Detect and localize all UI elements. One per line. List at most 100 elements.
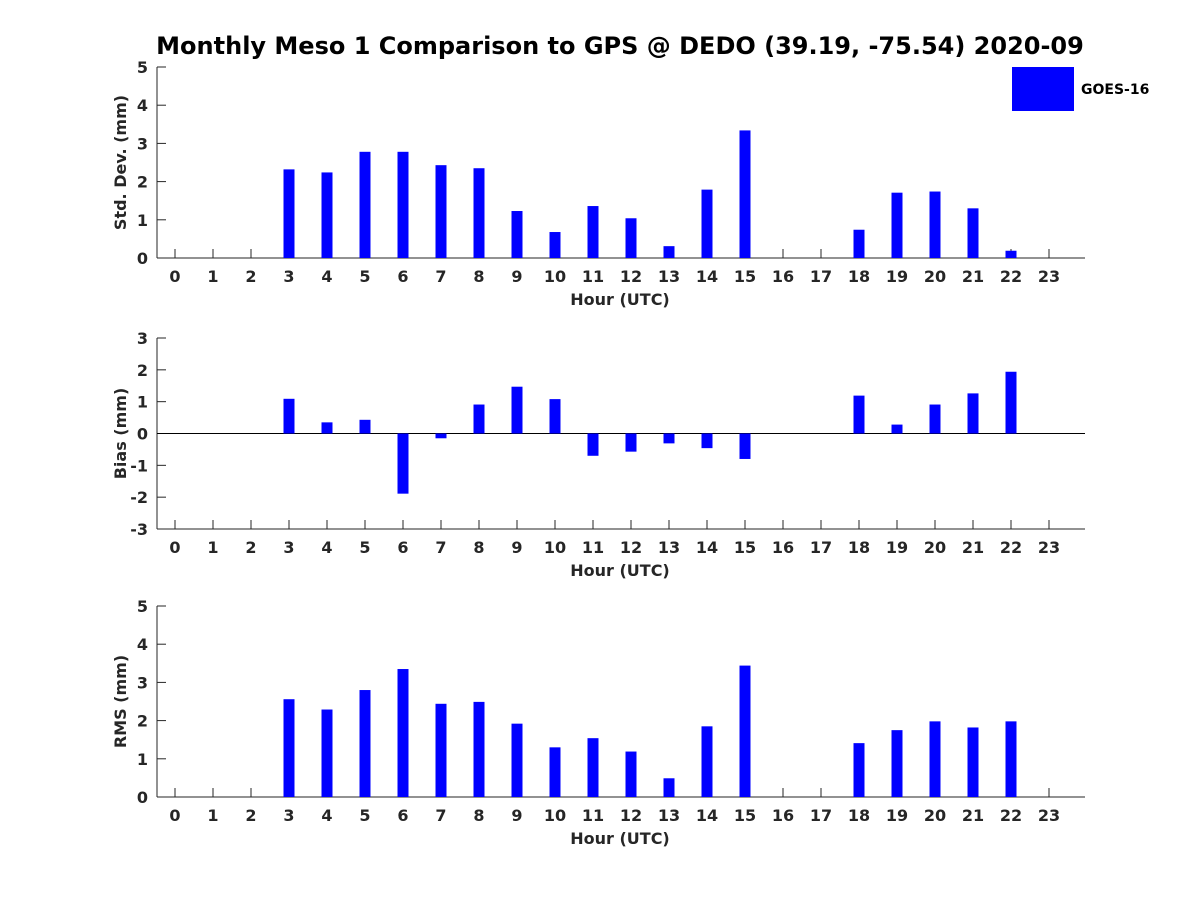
bar [663, 246, 675, 258]
bar [853, 395, 865, 434]
bar [283, 398, 295, 434]
bar [967, 393, 979, 434]
bar [511, 386, 523, 434]
y-tick-label: -3 [130, 520, 148, 539]
x-tick-label: 21 [962, 267, 984, 286]
x-tick-label: 10 [544, 267, 566, 286]
y-tick-label: 1 [137, 750, 148, 769]
x-tick-label: 14 [696, 806, 718, 825]
x-tick-label: 7 [435, 538, 446, 557]
bar [701, 433, 713, 449]
x-tick-label: 4 [321, 538, 332, 557]
bar [359, 690, 371, 797]
x-tick-label: 1 [207, 806, 218, 825]
bar [283, 169, 295, 258]
bar [891, 730, 903, 797]
y-tick-label: 5 [137, 58, 148, 77]
bar [473, 168, 485, 258]
bar [435, 703, 447, 797]
bar [891, 192, 903, 258]
x-tick-label: 7 [435, 806, 446, 825]
x-tick-label: 17 [810, 538, 832, 557]
legend: GOES-16 [1012, 67, 1149, 111]
x-tick-label: 19 [886, 538, 908, 557]
bar [587, 738, 599, 797]
bar [397, 669, 409, 797]
x-tick-label: 3 [283, 806, 294, 825]
x-tick-label: 2 [245, 806, 256, 825]
x-tick-label: 5 [359, 806, 370, 825]
x-tick-label: 11 [582, 267, 604, 286]
x-tick-label: 7 [435, 267, 446, 286]
bar [321, 172, 333, 258]
x-tick-label: 5 [359, 538, 370, 557]
x-tick-label: 3 [283, 538, 294, 557]
bar [321, 709, 333, 797]
y-tick-label: -1 [130, 456, 148, 475]
x-tick-label: 4 [321, 806, 332, 825]
x-tick-label: 0 [169, 267, 180, 286]
bar [549, 399, 561, 434]
bar [549, 232, 561, 258]
x-tick-label: 8 [473, 806, 484, 825]
y-tick-label: 3 [137, 134, 148, 153]
y-axis-label: Std. Dev. (mm) [111, 95, 130, 230]
x-tick-label: 23 [1038, 538, 1060, 557]
bar [625, 751, 637, 797]
x-tick-label: 12 [620, 538, 642, 557]
bar [663, 433, 675, 444]
bar [929, 404, 941, 434]
x-tick-label: 10 [544, 806, 566, 825]
bar [397, 433, 409, 494]
y-tick-label: 2 [137, 173, 148, 192]
x-axis-label: Hour (UTC) [570, 829, 670, 848]
x-tick-label: 1 [207, 267, 218, 286]
y-tick-label: 0 [137, 788, 148, 807]
x-tick-label: 22 [1000, 267, 1022, 286]
x-tick-label: 22 [1000, 538, 1022, 557]
x-tick-label: 13 [658, 806, 680, 825]
x-tick-label: 14 [696, 267, 718, 286]
y-tick-label: 4 [137, 635, 148, 654]
bar [739, 130, 751, 258]
bar [359, 151, 371, 258]
y-tick-label: 4 [137, 96, 148, 115]
bar [929, 721, 941, 797]
x-tick-label: 10 [544, 538, 566, 557]
bar [473, 701, 485, 797]
bar [967, 727, 979, 797]
bar [473, 404, 485, 434]
legend-swatch [1012, 67, 1074, 111]
bar [587, 433, 599, 456]
x-tick-label: 2 [245, 538, 256, 557]
bar [625, 433, 637, 452]
bar [1005, 250, 1017, 258]
x-tick-label: 15 [734, 267, 756, 286]
x-tick-label: 6 [397, 267, 408, 286]
x-tick-label: 18 [848, 267, 870, 286]
x-tick-label: 17 [810, 806, 832, 825]
x-tick-label: 17 [810, 267, 832, 286]
x-tick-label: 12 [620, 267, 642, 286]
x-tick-label: 23 [1038, 267, 1060, 286]
x-tick-label: 20 [924, 806, 946, 825]
bar [967, 208, 979, 258]
x-tick-label: 16 [772, 538, 794, 557]
x-tick-label: 8 [473, 267, 484, 286]
x-tick-label: 11 [582, 806, 604, 825]
x-tick-label: 20 [924, 538, 946, 557]
bar [1005, 371, 1017, 434]
bar [435, 433, 447, 439]
y-tick-label: 3 [137, 329, 148, 348]
y-tick-label: -2 [130, 488, 148, 507]
bar [663, 778, 675, 797]
y-axis-label: Bias (mm) [111, 388, 130, 480]
y-axis-label: RMS (mm) [111, 655, 130, 748]
bar [359, 419, 371, 434]
x-tick-label: 6 [397, 806, 408, 825]
bar [701, 726, 713, 797]
x-tick-label: 12 [620, 806, 642, 825]
